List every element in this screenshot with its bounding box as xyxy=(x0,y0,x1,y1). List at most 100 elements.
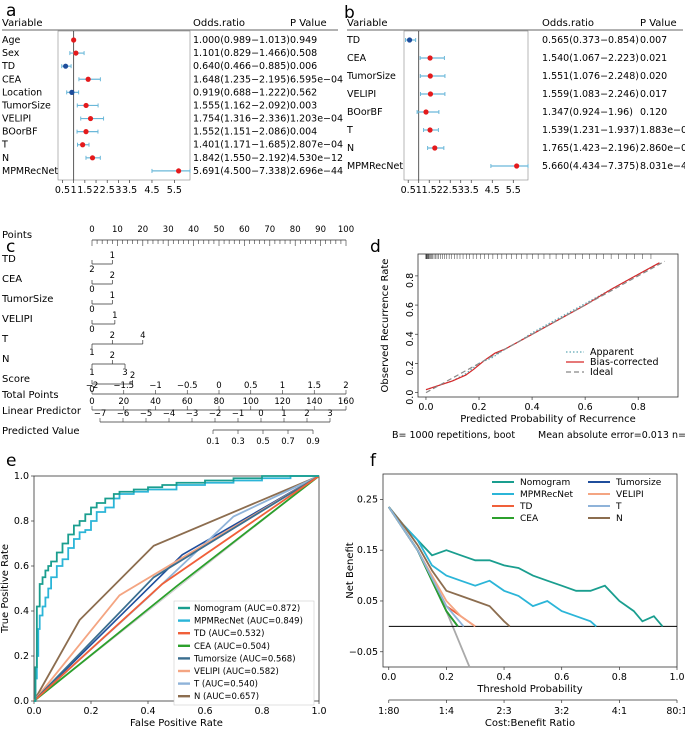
row-label: BOorBF xyxy=(347,107,383,118)
variable-tick-label: 2 xyxy=(130,371,135,381)
scale-tick-label: −4 xyxy=(163,409,176,419)
row-odds-ratio: 1.347(0.924−1.96) xyxy=(542,107,633,118)
header-odds-ratio: Odds.ratio xyxy=(542,18,594,29)
legend-box xyxy=(173,600,315,706)
row-odds-ratio: 5.660(4.434−7.375) xyxy=(542,161,639,172)
legend-label: Tumorsize (AUC=0.568) xyxy=(193,654,296,664)
or-point xyxy=(83,102,89,109)
legend-label: Bias-corrected xyxy=(590,357,659,368)
x-tick-label: 0.5 xyxy=(55,185,70,196)
x-tick-label: 0.6 xyxy=(197,706,212,717)
scale-tick-label: −1 xyxy=(149,381,162,391)
row-label: TumorSize xyxy=(346,71,396,82)
y-tick-label: 0.2 xyxy=(14,651,29,662)
x-tick-label: 0.4 xyxy=(140,706,155,717)
row-odds-ratio: 1.842(1.550−2.192) xyxy=(193,153,290,164)
row-p-value: 2.807e−04 xyxy=(290,140,343,151)
row-label: VELIPI xyxy=(347,89,376,100)
legend-label: Nomogram xyxy=(520,478,570,488)
row-odds-ratio: 5.691(4.500−7.338) xyxy=(193,166,290,177)
row-odds-ratio: 1.401(1.171−1.685) xyxy=(193,140,290,151)
cost-benefit-tick-label: 2:3 xyxy=(496,706,511,717)
scale-tick-label: −5 xyxy=(140,409,153,419)
scale-tick-label: −7 xyxy=(94,409,107,419)
calibration-line xyxy=(425,262,660,391)
roc-curve xyxy=(33,475,320,702)
x-tick-label: 0.5 xyxy=(401,185,416,196)
row-p-value: 0.017 xyxy=(640,89,667,100)
variable-tick-label: 2 xyxy=(89,265,94,275)
points-tick-label: 60 xyxy=(239,225,250,235)
row-p-value: 0.949 xyxy=(290,35,317,46)
variable-tick-label: 2 xyxy=(110,351,115,361)
or-point xyxy=(80,142,86,148)
nomogram-row-label: VELIPI xyxy=(2,314,33,325)
row-odds-ratio: 1.555(1.162−2.092) xyxy=(193,100,290,111)
scale-tick-label: −1.5 xyxy=(113,381,134,391)
variable-tick-label: 0 xyxy=(89,325,94,335)
y-tick-label: 0.15 xyxy=(357,545,378,556)
scale-tick-label: 140 xyxy=(306,397,322,407)
row-p-value: 0.007 xyxy=(640,35,667,46)
or-point xyxy=(432,145,438,151)
nomogram-row-label: Total Points xyxy=(1,390,59,401)
legend-label: CEA (AUC=0.504) xyxy=(194,642,270,652)
roc-curve xyxy=(33,475,320,702)
x-tick-label: 1.5 xyxy=(422,185,437,196)
variable-tick-label: 0 xyxy=(89,305,94,315)
x-tick-label: 0.2 xyxy=(83,706,98,717)
row-odds-ratio: 1.559(1.083−2.246) xyxy=(542,89,639,100)
panel-label-c: c xyxy=(6,237,15,257)
header-p-value: P Value xyxy=(640,18,677,29)
y-tick-label: 0.0 xyxy=(405,390,416,405)
legend-label: VELIPI xyxy=(616,490,644,500)
x-tick-label: 0.8 xyxy=(631,402,646,413)
y-tick-label: 1.0 xyxy=(14,471,29,482)
x-tick-label: 1.0 xyxy=(669,672,684,683)
x-tick-label: 2.5 xyxy=(443,185,458,196)
scale-tick-label: 80 xyxy=(214,397,225,407)
scale-tick-label: 0 xyxy=(89,397,94,407)
scale-tick-label: −3 xyxy=(186,409,199,419)
scale-tick-label: 3 xyxy=(327,409,332,419)
variable-tick-label: 1 xyxy=(89,348,94,358)
roc-curve xyxy=(33,475,320,702)
row-odds-ratio: 1.540(1.067−2.223) xyxy=(542,53,639,64)
cost-benefit-tick-label: 1:4 xyxy=(439,706,454,717)
y-tick-label: 0.4 xyxy=(405,331,416,346)
row-odds-ratio: 0.640(0.466−0.885) xyxy=(193,61,290,72)
panel-label-d: d xyxy=(370,237,381,257)
variable-tick-label: 1 xyxy=(112,311,117,321)
forest-plot-a: Variable Odds.ratio P Value Age 1.000(0.989−… xyxy=(1,18,343,196)
row-label: MPMRecNet xyxy=(2,166,58,177)
legend-label: Ideal xyxy=(590,367,613,378)
x-axis-label: Threshold Probability xyxy=(476,684,582,695)
points-tick-label: 50 xyxy=(214,225,225,235)
x-tick-label: 0.8 xyxy=(612,672,627,683)
row-p-value: 1.883e−04 xyxy=(640,125,685,136)
row-odds-ratio: 0.919(0.688−1.222) xyxy=(193,87,290,98)
legend-label: VELIPI (AUC=0.582) xyxy=(194,667,279,677)
row-p-value: 6.595e−04 xyxy=(290,74,343,85)
scale-tick-label: −0.5 xyxy=(177,381,198,391)
scale-tick-label: 0 xyxy=(216,381,221,391)
row-odds-ratio: 1.000(0.989−1.013) xyxy=(193,35,290,46)
scale-tick-label: 60 xyxy=(182,397,193,407)
x-tick-label: 4.5 xyxy=(144,185,159,196)
roc-plot-e: 0.0 0.2 0.4 0.6 0.8 1.0 0.0 0.2 0.4 0.6 0.8 1.0 Fals… xyxy=(0,471,327,729)
legend-label: MPMRecNet (AUC=0.849) xyxy=(194,617,303,627)
scale-tick-label: 0 xyxy=(258,409,263,419)
row-label: N xyxy=(347,143,354,154)
y-axis-label: Observed Recurrence Rate xyxy=(380,259,391,393)
variable-tick-label: 3 xyxy=(122,368,127,378)
panel-label-a: a xyxy=(6,1,16,21)
x-tick-label: 1.5 xyxy=(77,185,92,196)
nomogram-row-label: Linear Predictor xyxy=(2,406,82,417)
legend-label: T xyxy=(615,502,622,512)
row-label: MPMRecNet xyxy=(347,161,403,172)
y-tick-label: 0.0 xyxy=(14,696,29,707)
nomogram-row-label: CEA xyxy=(2,274,22,285)
row-label: Sex xyxy=(2,48,20,59)
plot-frame xyxy=(417,253,679,398)
row-label: TD xyxy=(346,35,360,46)
